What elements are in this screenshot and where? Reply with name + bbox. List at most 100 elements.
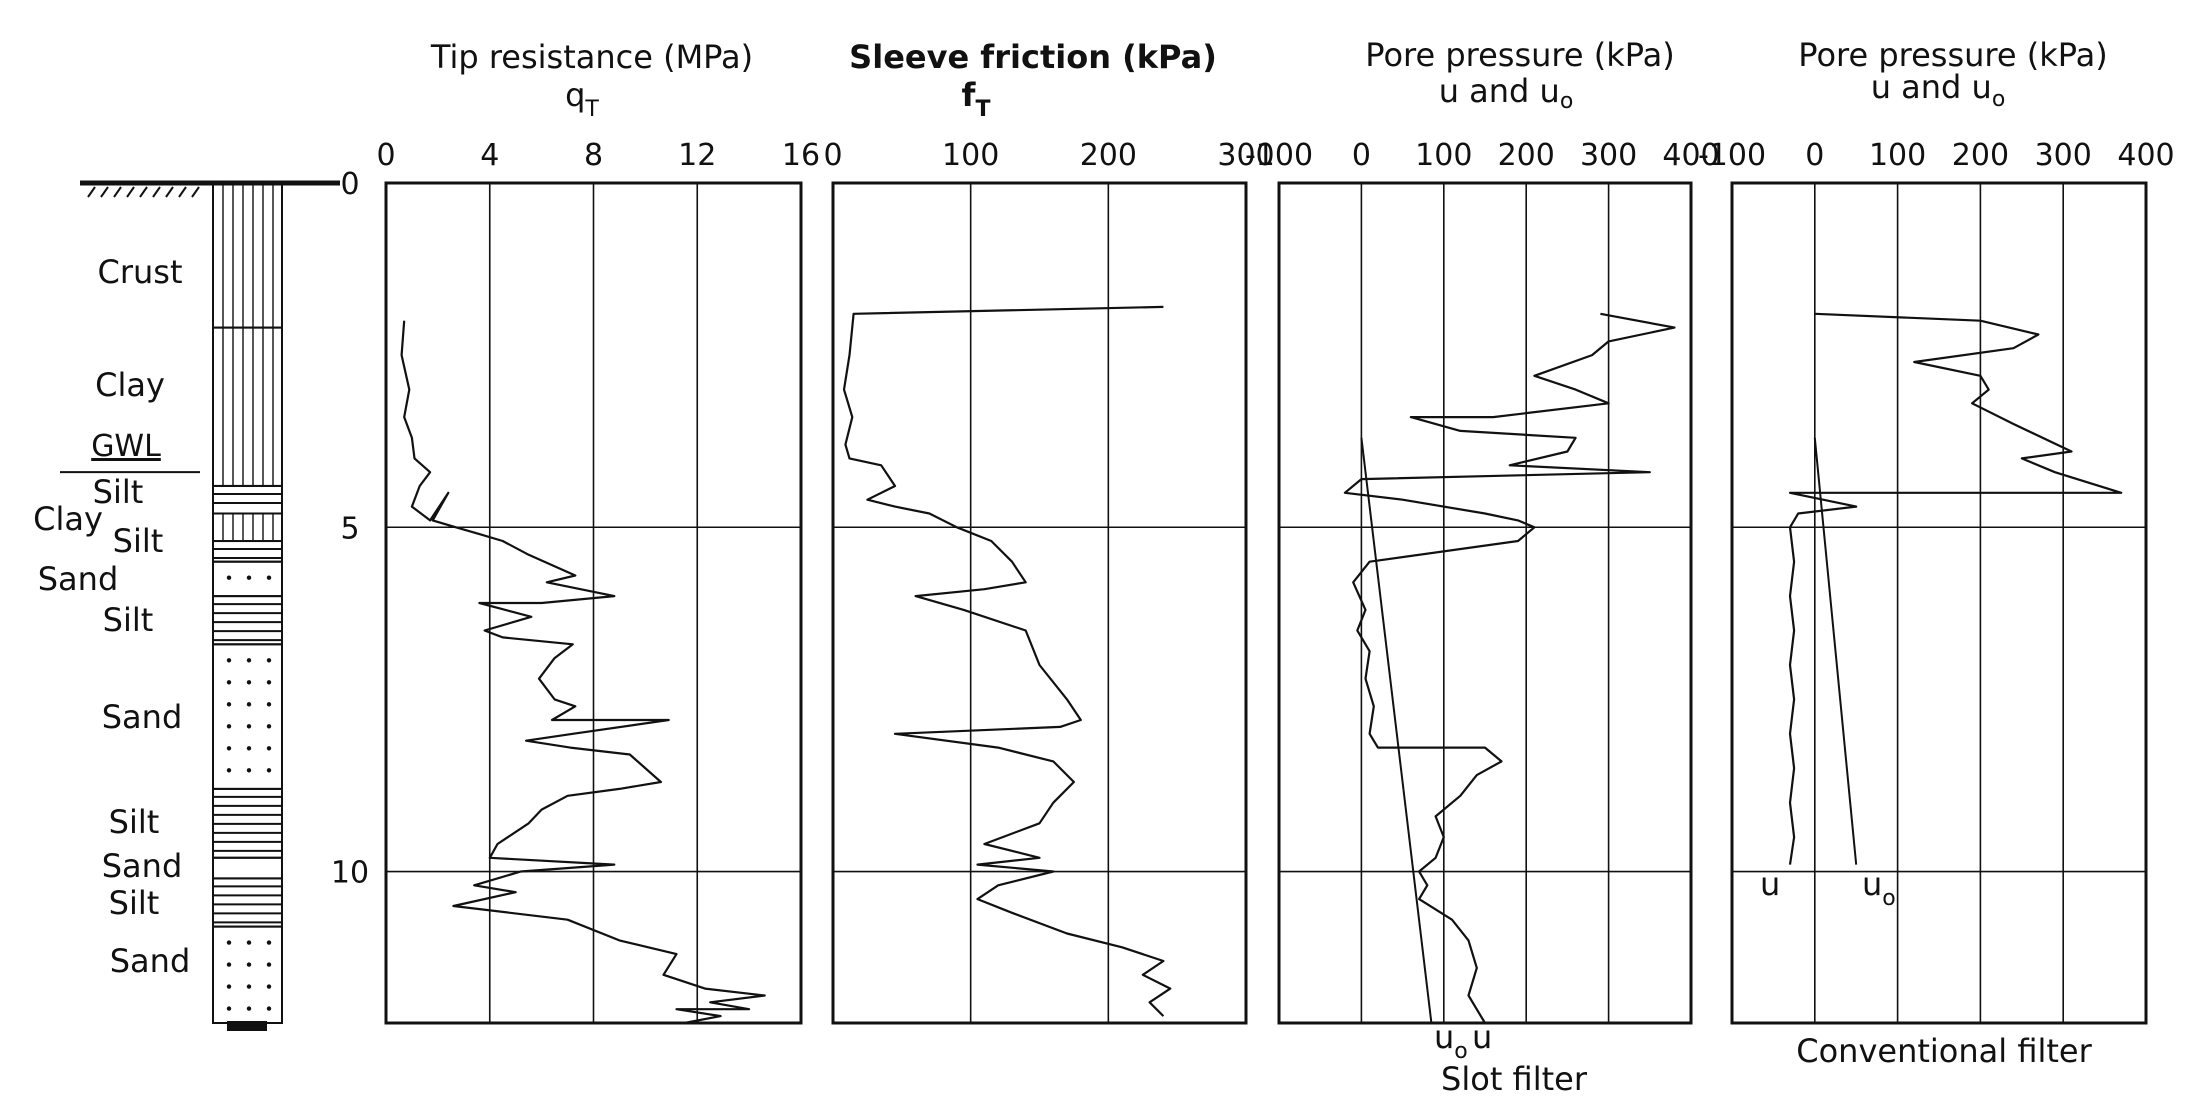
- x-tick-label-3-5: 400: [1662, 138, 1719, 173]
- log-pattern-dot: [226, 658, 232, 663]
- panel-4-subtitle: u and uo: [1871, 68, 2006, 112]
- log-label-silt-3: Silt: [103, 601, 154, 639]
- x-tick-label-3-0: -100: [1245, 138, 1313, 173]
- ground-hatch-5: [152, 186, 161, 198]
- panel-2-subtitle-main: f: [962, 76, 977, 114]
- ground-hatch-6: [165, 186, 174, 198]
- log-layer-7: [212, 595, 283, 646]
- log-pattern-dot: [266, 1006, 272, 1011]
- log-pattern-dot: [246, 984, 252, 989]
- log-pattern-dot: [226, 680, 232, 685]
- log-pattern-dot: [246, 658, 252, 663]
- log-pattern-dot: [266, 680, 272, 685]
- annotation-uo-conventional-sub: o: [1882, 886, 1895, 911]
- x-tick-label-4-3: 200: [1952, 138, 2009, 173]
- log-pattern-dot: [226, 746, 232, 751]
- ground-hatch-8: [191, 186, 200, 198]
- log-layer-2: [212, 326, 283, 487]
- caption-conventional-filter: Conventional filter: [1796, 1032, 2092, 1070]
- log-pattern-dot: [266, 746, 272, 751]
- y-tick-label-1: 5: [340, 511, 359, 546]
- panel-4: -100 0 100 200 300 400: [1698, 138, 2175, 1025]
- log-label-silt-5: Silt: [109, 884, 160, 922]
- y-tick-label-0: 0: [340, 167, 359, 202]
- log-bottom-cap: [227, 1021, 267, 1031]
- x-tick-label-1-1: 4: [480, 138, 499, 173]
- log-pattern-dot: [226, 768, 232, 773]
- x-tick-label-4-0: -100: [1698, 138, 1766, 173]
- annotation-u-conventional: u: [1760, 865, 1780, 903]
- soil-log-column: [60, 180, 340, 1031]
- panel-1-subtitle-main: q: [565, 76, 585, 114]
- ground-hatch-4: [139, 186, 148, 198]
- ground-hatch-3: [126, 186, 135, 198]
- log-layer-border-3: [212, 484, 283, 515]
- annotation-uo-conventional-main: u: [1862, 865, 1882, 903]
- series-4-1-trace: [1788, 312, 2123, 865]
- annotation-uo-conventional: uo: [1862, 865, 1896, 911]
- panel-1-subtitle-sub: T: [584, 97, 599, 122]
- x-tick-label-3-2: 100: [1415, 138, 1472, 173]
- log-label-silt-4: Silt: [109, 803, 160, 841]
- x-tick-label-1-2: 8: [584, 138, 603, 173]
- panel-3-subtitle-main: u and u: [1439, 72, 1560, 110]
- y-tick-label-2: 10: [331, 856, 369, 891]
- panel-frame-4: [1730, 181, 2148, 1025]
- log-label-sand-4: Sand: [110, 942, 191, 980]
- annotation-uo-slot-main: u: [1434, 1018, 1454, 1056]
- x-tick-label-3-4: 300: [1580, 138, 1637, 173]
- log-pattern-dot: [246, 680, 252, 685]
- x-tick-label-3-3: 200: [1498, 138, 1555, 173]
- log-label-silt-2: Silt: [113, 522, 164, 560]
- log-layer-border-10: [212, 856, 283, 880]
- log-pattern-dot: [246, 575, 252, 580]
- log-pattern-dot: [226, 984, 232, 989]
- log-pattern-dot: [226, 940, 232, 945]
- log-pattern-dot: [226, 702, 232, 707]
- panel-3-subtitle: u and uo: [1439, 72, 1574, 114]
- log-label-clay: Clay: [95, 366, 165, 404]
- log-label-sand-3: Sand: [102, 847, 183, 885]
- log-layer-9: [212, 787, 283, 859]
- x-tick-label-3-1: 0: [1352, 138, 1371, 173]
- log-pattern-dot: [266, 658, 272, 663]
- panel-1: 0 4 8 12 16 0 5 10: [331, 138, 820, 1025]
- caption-slot-filter: Slot filter: [1441, 1060, 1588, 1098]
- log-pattern-dot: [246, 768, 252, 773]
- log-layer-6: [212, 560, 283, 598]
- x-tick-label-1-3: 12: [678, 138, 716, 173]
- series-4-2-uo-line: [1813, 437, 1858, 865]
- x-tick-label-1-0: 0: [376, 138, 395, 173]
- panel-4-subtitle-sub: o: [1992, 87, 2005, 112]
- ground-hatch-2: [113, 186, 122, 198]
- x-tick-label-2-1: 100: [942, 138, 999, 173]
- log-layer-11: [212, 877, 283, 928]
- x-tick-label-2-3: 300: [1217, 138, 1274, 173]
- panel-3-title: Pore pressure (kPa): [1365, 36, 1674, 74]
- log-pattern-dot: [226, 724, 232, 729]
- log-pattern-dot: [266, 962, 272, 967]
- panel-titles: Tip resistance (MPa) qT Sleeve friction …: [430, 36, 2108, 122]
- x-tick-label-2-0: 0: [823, 138, 842, 173]
- panel-1-subtitle: qT: [565, 76, 599, 122]
- log-pattern-dot: [246, 702, 252, 707]
- series-3-1-trace: [1343, 312, 1676, 1024]
- x-tick-label-4-5: 400: [2117, 138, 2174, 173]
- panel-3-subtitle-sub: o: [1560, 89, 1573, 114]
- panel-2-subtitle-sub: T: [975, 97, 990, 122]
- log-pattern-dot: [226, 962, 232, 967]
- log-label-silt-1: Silt: [93, 473, 144, 511]
- log-pattern-dot: [246, 1006, 252, 1011]
- panel-frame-3: [1277, 181, 1693, 1025]
- log-pattern-dot: [246, 724, 252, 729]
- log-layer-1: [212, 182, 283, 329]
- log-pattern-dot: [266, 984, 272, 989]
- log-pattern-dot: [266, 575, 272, 580]
- panel-2-subtitle: fT: [962, 76, 991, 122]
- log-pattern-dot: [226, 575, 232, 580]
- log-pattern-dot: [266, 724, 272, 729]
- log-label-gwl: GWL: [91, 429, 161, 464]
- log-pattern-dot: [246, 746, 252, 751]
- log-label-sand-2: Sand: [102, 698, 183, 736]
